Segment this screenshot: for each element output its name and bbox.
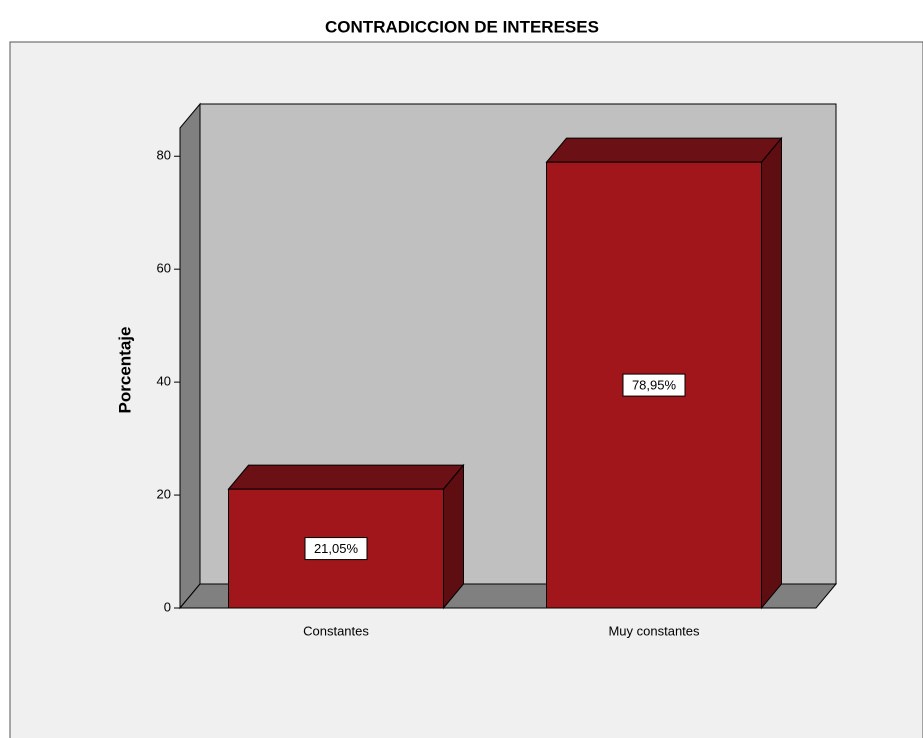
chart-title: CONTRADICCION DE INTERESES [325, 17, 599, 36]
x-tick-label: Constantes [303, 623, 369, 638]
y-tick-label: 40 [157, 374, 171, 389]
value-label-box [622, 373, 686, 397]
bar-top [227, 464, 465, 490]
y-tick-label: 20 [157, 486, 171, 501]
value-label: 21,05% [314, 541, 359, 556]
value-label: 78,95% [632, 378, 677, 393]
y-tick-label: 80 [157, 148, 171, 163]
bar-top [545, 137, 783, 163]
bar-side [761, 136, 782, 610]
x-tick-label: Muy constantes [608, 623, 700, 638]
y-axis-label: Porcentaje [115, 327, 134, 414]
side-wall [179, 102, 201, 610]
value-label-box [304, 537, 368, 561]
y-tick-label: 0 [164, 599, 171, 614]
bar-side [443, 463, 464, 610]
y-tick-label: 60 [157, 261, 171, 276]
